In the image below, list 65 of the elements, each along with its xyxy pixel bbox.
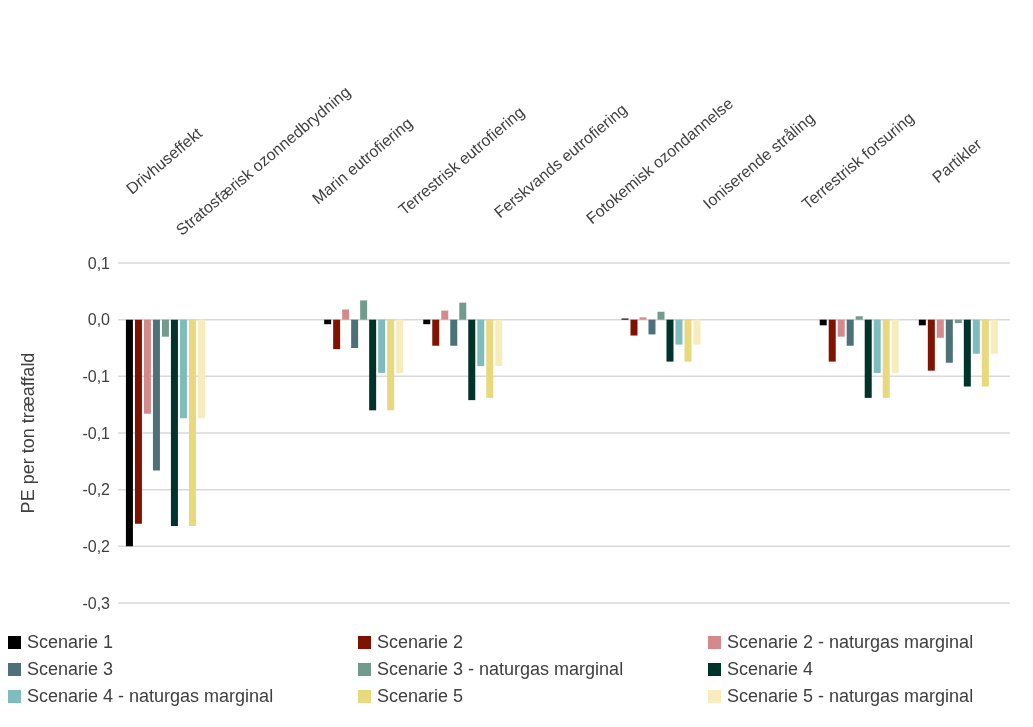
- bar: [441, 310, 449, 320]
- bar: [873, 319, 881, 373]
- legend-label: Scenarie 4 - naturgas marginal: [27, 686, 274, 707]
- bar: [639, 317, 647, 320]
- bar: [342, 309, 350, 320]
- bar: [495, 319, 503, 367]
- bar: [828, 319, 836, 362]
- bar: [963, 319, 971, 387]
- bar: [972, 319, 980, 354]
- bar: [945, 319, 953, 363]
- bar: [432, 319, 440, 346]
- legend-label: Scenarie 5 - naturgas marginal: [727, 686, 974, 707]
- y-tick-label: -0,2: [82, 538, 111, 556]
- bar: [188, 319, 196, 526]
- bar: [468, 319, 476, 401]
- y-axis-title: PE per ton træaffald: [18, 352, 39, 514]
- bar: [666, 319, 674, 362]
- bar: [459, 302, 467, 320]
- legend-label: Scenarie 3 - naturgas marginal: [377, 659, 624, 680]
- bar: [864, 319, 872, 398]
- bar: [630, 319, 638, 336]
- bar: [891, 319, 899, 373]
- bar: [197, 319, 205, 419]
- bar: [477, 319, 485, 367]
- y-tick-label: -0,1: [82, 368, 111, 386]
- bar: [657, 311, 665, 320]
- y-tick-label: -0,1: [82, 424, 111, 442]
- bar: [152, 319, 160, 471]
- bar: [360, 300, 368, 320]
- bar: [333, 319, 341, 350]
- y-tick-label: -0,3: [82, 594, 111, 612]
- bar: [486, 319, 494, 398]
- bar: [125, 319, 133, 547]
- legend-label: Scenarie 2 - naturgas marginal: [727, 632, 974, 653]
- legend-label: Scenarie 3: [27, 659, 114, 680]
- bar: [936, 319, 944, 338]
- bar: [675, 319, 683, 345]
- bar: [369, 319, 377, 411]
- bar: [927, 319, 935, 371]
- bar: [981, 319, 989, 387]
- bar: [387, 319, 395, 411]
- y-tick-label: 0,1: [87, 254, 111, 272]
- y-tick-label: 0,0: [87, 311, 111, 329]
- bar: [693, 319, 701, 345]
- legend-label: Scenarie 5: [377, 686, 464, 707]
- bar: [351, 319, 359, 348]
- bar: [684, 319, 692, 362]
- legend-label: Scenarie 2: [377, 632, 464, 653]
- bar: [161, 319, 169, 337]
- bar: [170, 319, 178, 526]
- bar: [882, 319, 890, 398]
- y-tick-label: -0,2: [82, 481, 111, 499]
- bar: [143, 319, 151, 414]
- legend-label: Scenarie 4: [727, 659, 814, 680]
- bar: [990, 319, 998, 354]
- bar: [450, 319, 458, 346]
- bar: [179, 319, 187, 419]
- bar: [855, 316, 863, 320]
- bar: [396, 319, 404, 373]
- bar: [648, 319, 656, 335]
- bar: [134, 319, 142, 524]
- legend-label: Scenarie 1: [27, 632, 114, 653]
- bar: [837, 319, 845, 337]
- bar: [846, 319, 854, 346]
- bar: [378, 319, 386, 373]
